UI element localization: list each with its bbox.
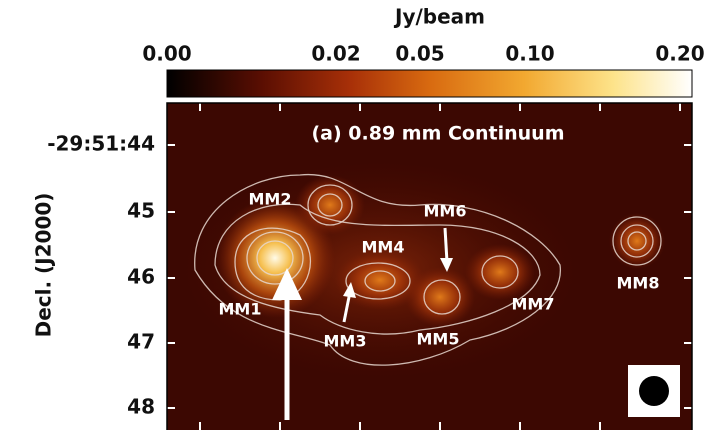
source-label: MM4 bbox=[362, 238, 405, 257]
figure: Jy/beam 0.00 0.02 0.05 0.10 0.20 bbox=[0, 0, 714, 430]
source-label: MM8 bbox=[617, 274, 660, 293]
colorbar-tick: 0.00 bbox=[142, 42, 191, 66]
colorbar-tick: 0.20 bbox=[655, 42, 704, 66]
source-label: MM2 bbox=[249, 190, 292, 209]
source-label: MM5 bbox=[417, 330, 460, 349]
colorbar-tick: 0.02 bbox=[311, 42, 360, 66]
colorbar bbox=[167, 70, 692, 97]
colorbar-label: Jy/beam bbox=[393, 5, 485, 29]
y-tick-label: -29:51:44 bbox=[47, 132, 155, 156]
source-label: MM7 bbox=[512, 295, 555, 314]
colorbar-tick: 0.10 bbox=[505, 42, 554, 66]
colorbar-tick: 0.05 bbox=[395, 42, 444, 66]
y-tick-label: 46 bbox=[127, 265, 155, 289]
source-label: MM3 bbox=[324, 332, 367, 351]
source-label: MM6 bbox=[424, 202, 467, 221]
y-axis-label: Decl. (J2000) bbox=[32, 193, 56, 338]
y-tick-label: 47 bbox=[127, 330, 155, 354]
y-tick-label: 48 bbox=[127, 395, 155, 419]
panel-title: (a) 0.89 mm Continuum bbox=[311, 123, 564, 145]
source-label: MM1 bbox=[219, 300, 262, 319]
y-tick-label: 45 bbox=[127, 199, 155, 223]
map bbox=[167, 103, 692, 430]
